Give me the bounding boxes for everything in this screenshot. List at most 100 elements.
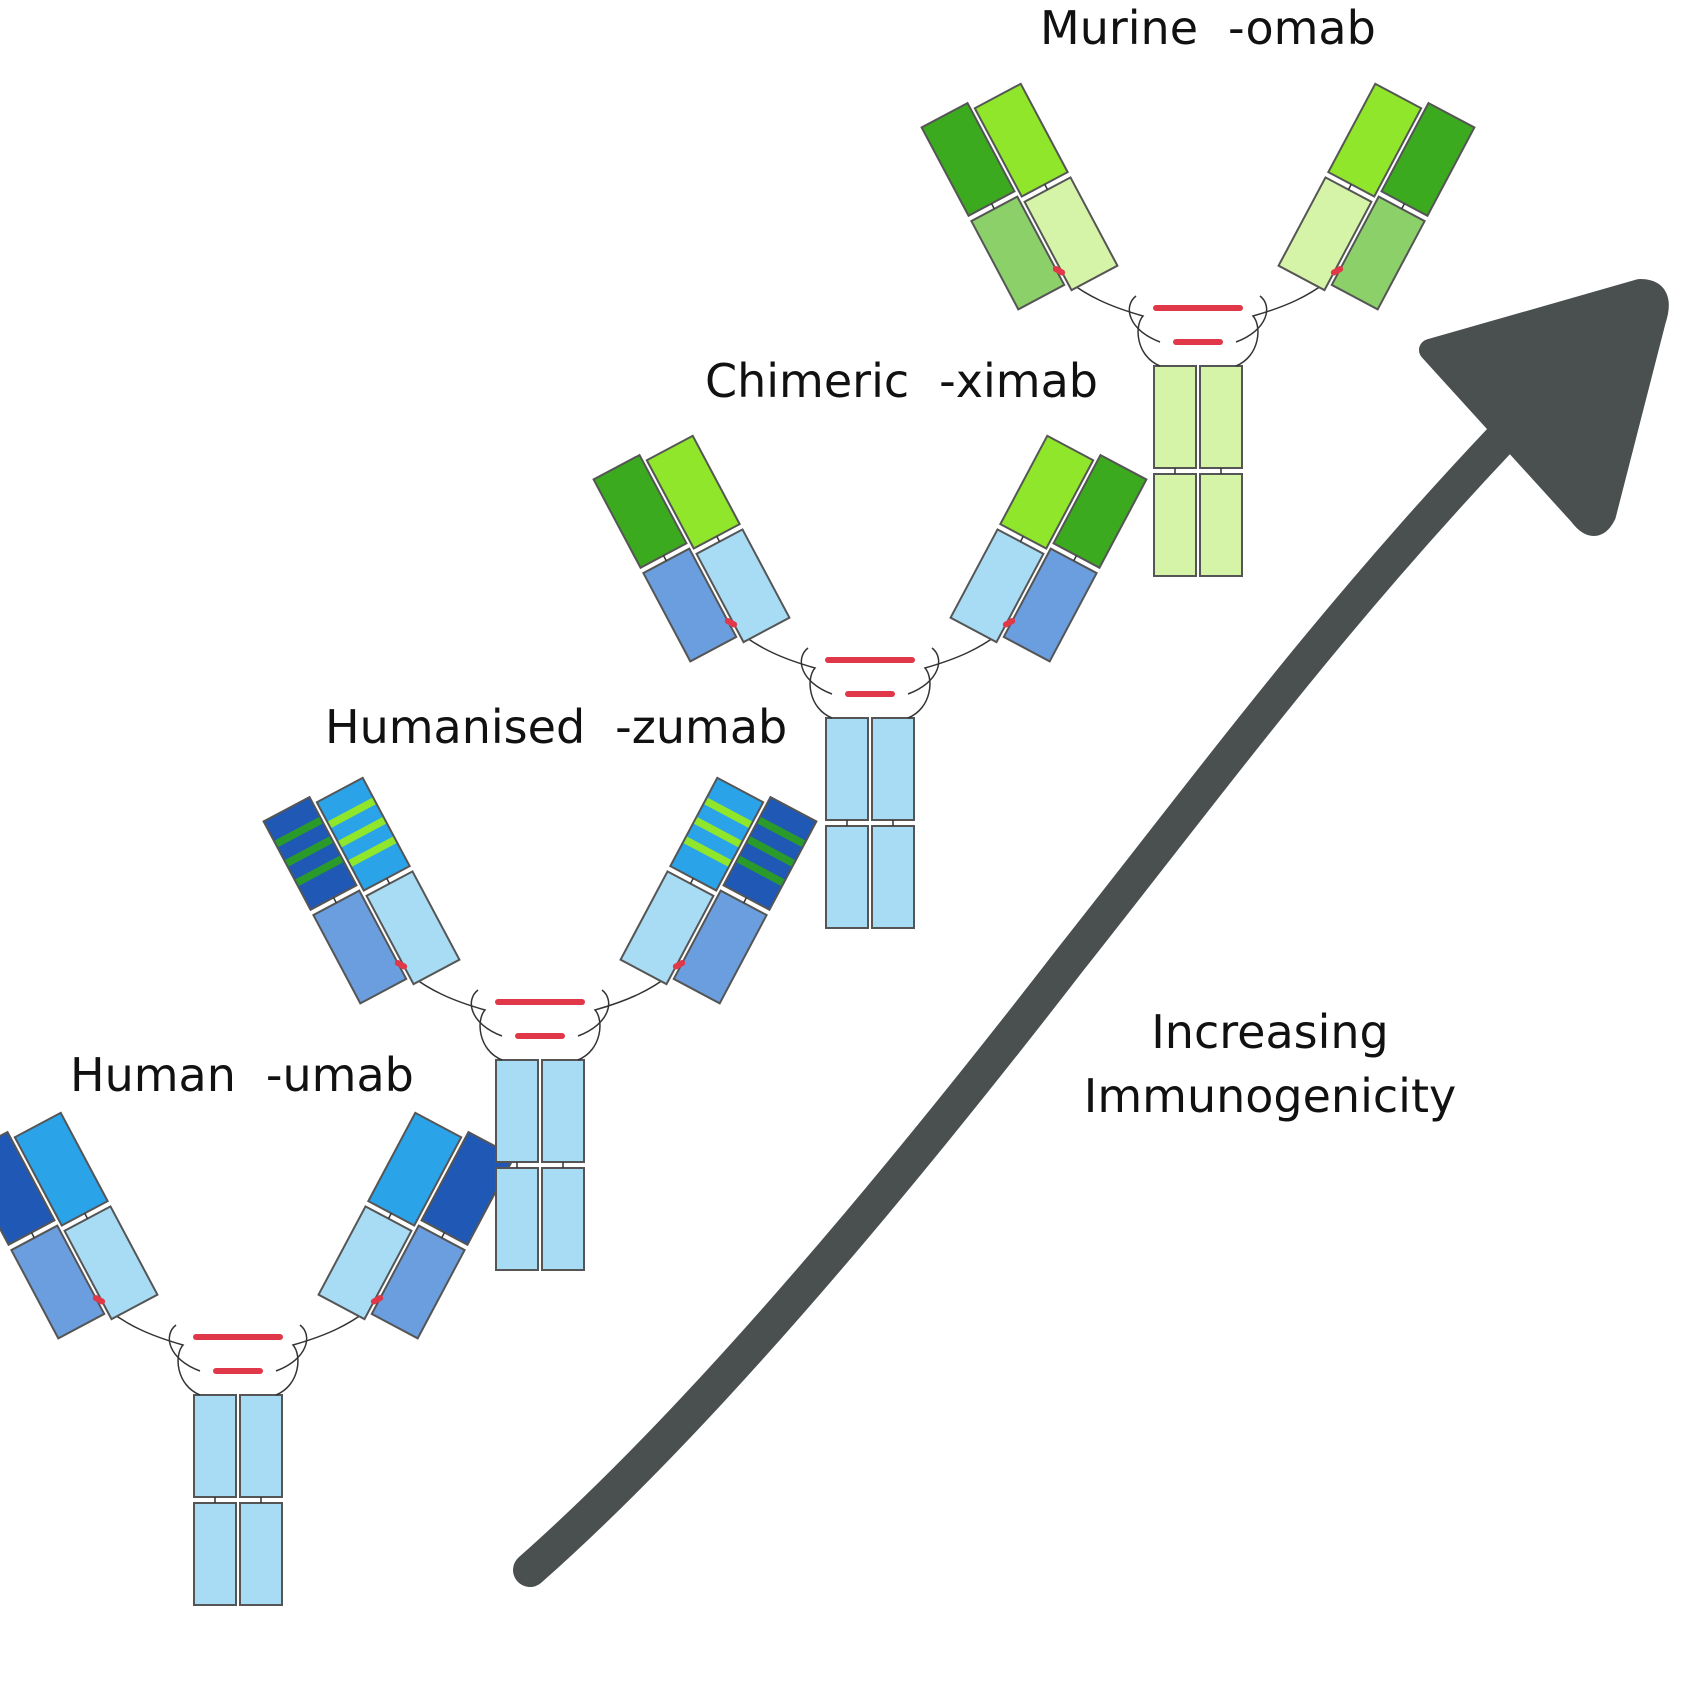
murine-fc-right-lower xyxy=(1199,473,1243,577)
humanised-fab-right-chain-disulfide xyxy=(672,960,686,970)
label-murine: Murine -omab xyxy=(1040,5,1376,51)
immunogenicity-label: Increasing Immunogenicity xyxy=(1060,1000,1480,1128)
murine-fab-right-heavy-linker xyxy=(1401,203,1406,210)
humanised-fab-left-light-cdr-stripe-2 xyxy=(338,817,387,848)
humanised-hinge-right xyxy=(577,974,671,1061)
human-fc-left-lower xyxy=(193,1502,237,1606)
label-human-name: Human xyxy=(70,1048,236,1102)
humanised-fab-left-heavy-cdr-stripe-3 xyxy=(295,855,344,886)
chimeric-fab-right-heavy-constant xyxy=(1002,547,1098,663)
chimeric-fab-right-light-linker xyxy=(1019,535,1024,542)
humanised-fab-right-light-cdr-stripe-1 xyxy=(704,797,752,828)
antibody-murine xyxy=(920,82,1476,577)
murine-fab-right-chain-disulfide xyxy=(1330,266,1344,276)
immunogenicity-arrow-shaft xyxy=(513,423,1517,1587)
chimeric-fab-left xyxy=(592,434,791,663)
murine-hinge-right xyxy=(1235,280,1329,367)
humanised-fab-left-heavy-linker xyxy=(332,897,337,904)
humanised-fab-left-light-cdr-stripe-1 xyxy=(328,797,376,828)
human-fc-left-upper xyxy=(193,1394,237,1498)
chimeric-fc-left-lower xyxy=(825,825,869,929)
immunogenicity-line1: Increasing xyxy=(1151,1005,1389,1059)
antibody-chimeric xyxy=(592,434,1148,929)
chimeric-fab-left-light-linker xyxy=(716,535,721,542)
human-fab-right-light-linker xyxy=(387,1212,392,1219)
chimeric-hinge-right xyxy=(907,632,1001,719)
humanised-fab-right-light-cdr-stripe-3 xyxy=(683,836,732,867)
label-human: Human -umab xyxy=(70,1052,414,1098)
human-hinge-inner-left xyxy=(168,1324,201,1372)
label-chimeric-suffix: -ximab xyxy=(939,354,1098,408)
murine-fab-left-heavy-linker xyxy=(990,203,995,210)
human-fab-left-light-linker xyxy=(84,1212,89,1219)
human-fab-right xyxy=(317,1111,516,1340)
antibody-human xyxy=(0,1111,516,1606)
humanised-fab-left xyxy=(262,776,461,1005)
murine-fab-right xyxy=(1277,82,1476,311)
chimeric-fab-right-heavy-variable xyxy=(1052,453,1148,570)
humanised-fab-left-heavy-constant xyxy=(312,889,408,1005)
humanised-fab-right xyxy=(619,776,818,1005)
human-fab-right-chain-disulfide xyxy=(370,1295,384,1305)
label-murine-suffix: -omab xyxy=(1228,1,1376,55)
human-fab-right-heavy-variable xyxy=(420,1130,516,1247)
murine-fab-left xyxy=(920,82,1119,311)
label-humanised-name: Humanised xyxy=(325,700,586,754)
humanised-fab-left-light-cdr-stripe-3 xyxy=(348,836,397,867)
human-hinge-inner-right xyxy=(275,1324,308,1372)
human-fab-left-chain-disulfide xyxy=(92,1295,106,1305)
chimeric-fc-right-lower xyxy=(871,825,915,929)
label-humanised: Humanised -zumab xyxy=(325,704,787,750)
humanised-fab-right-light-cdr-stripe-2 xyxy=(693,817,742,848)
label-chimeric-name: Chimeric xyxy=(705,354,910,408)
humanised-hinge-inner-left xyxy=(470,989,503,1037)
humanised-fab-right-heavy-cdr-stripe-3 xyxy=(736,855,785,886)
chimeric-fab-right-chain-disulfide xyxy=(1002,618,1016,628)
human-fc-right-upper xyxy=(239,1394,283,1498)
humanised-fab-right-heavy-constant xyxy=(672,889,768,1005)
humanised-hinge-left xyxy=(409,974,503,1061)
chimeric-fab-left-heavy-variable xyxy=(592,453,688,570)
label-chimeric: Chimeric -ximab xyxy=(705,358,1098,404)
human-fab-left-heavy-constant xyxy=(10,1224,106,1340)
murine-fab-right-light-linker xyxy=(1347,183,1352,190)
human-fab-left-heavy-linker xyxy=(30,1232,35,1239)
humanised-fab-right-heavy-cdr-stripe-2 xyxy=(747,836,795,867)
chimeric-fc-left-upper xyxy=(825,717,869,821)
human-fab-left xyxy=(0,1111,159,1340)
humanised-fab-right-heavy-cdr-stripe-1 xyxy=(757,816,806,848)
label-human-suffix: -umab xyxy=(265,1048,414,1102)
chimeric-fab-left-heavy-constant xyxy=(642,547,738,663)
humanised-fc-left-lower xyxy=(495,1167,539,1271)
human-fc-right-lower xyxy=(239,1502,283,1606)
label-murine-name: Murine xyxy=(1040,1,1198,55)
murine-fc-right-upper xyxy=(1199,365,1243,469)
chimeric-fab-left-light-variable xyxy=(645,434,742,550)
murine-fab-right-heavy-variable xyxy=(1380,101,1476,218)
humanised-fab-left-heavy-cdr-stripe-1 xyxy=(274,816,323,848)
chimeric-fab-right xyxy=(949,434,1148,663)
human-fab-left-light-constant xyxy=(63,1205,159,1321)
humanised-fc-right-lower xyxy=(541,1167,585,1271)
murine-hinge-inner-right xyxy=(1235,295,1268,343)
chimeric-fab-left-heavy-linker xyxy=(662,555,667,562)
humanised-fab-left-light-linker xyxy=(386,877,391,884)
murine-fab-left-chain-disulfide xyxy=(1052,266,1066,276)
chimeric-fab-right-light-variable xyxy=(998,434,1095,550)
humanised-fab-right-heavy-linker xyxy=(743,897,748,904)
chimeric-fab-left-chain-disulfide xyxy=(724,618,738,628)
human-hinge-left xyxy=(107,1309,201,1396)
label-humanised-suffix: -zumab xyxy=(615,700,788,754)
murine-fc-left-lower xyxy=(1153,473,1197,577)
humanised-hinge-inner-right xyxy=(577,989,610,1037)
immunogenicity-arrow-head xyxy=(1419,279,1669,536)
humanised-fc-right-upper xyxy=(541,1059,585,1163)
murine-fab-left-light-linker xyxy=(1044,183,1049,190)
chimeric-hinge-inner-left xyxy=(800,647,833,695)
human-fab-right-heavy-linker xyxy=(441,1232,446,1239)
murine-hinge-inner-left xyxy=(1128,295,1161,343)
humanised-fab-left-heavy-cdr-stripe-2 xyxy=(285,836,333,867)
humanised-fab-right-light-linker xyxy=(689,877,694,884)
